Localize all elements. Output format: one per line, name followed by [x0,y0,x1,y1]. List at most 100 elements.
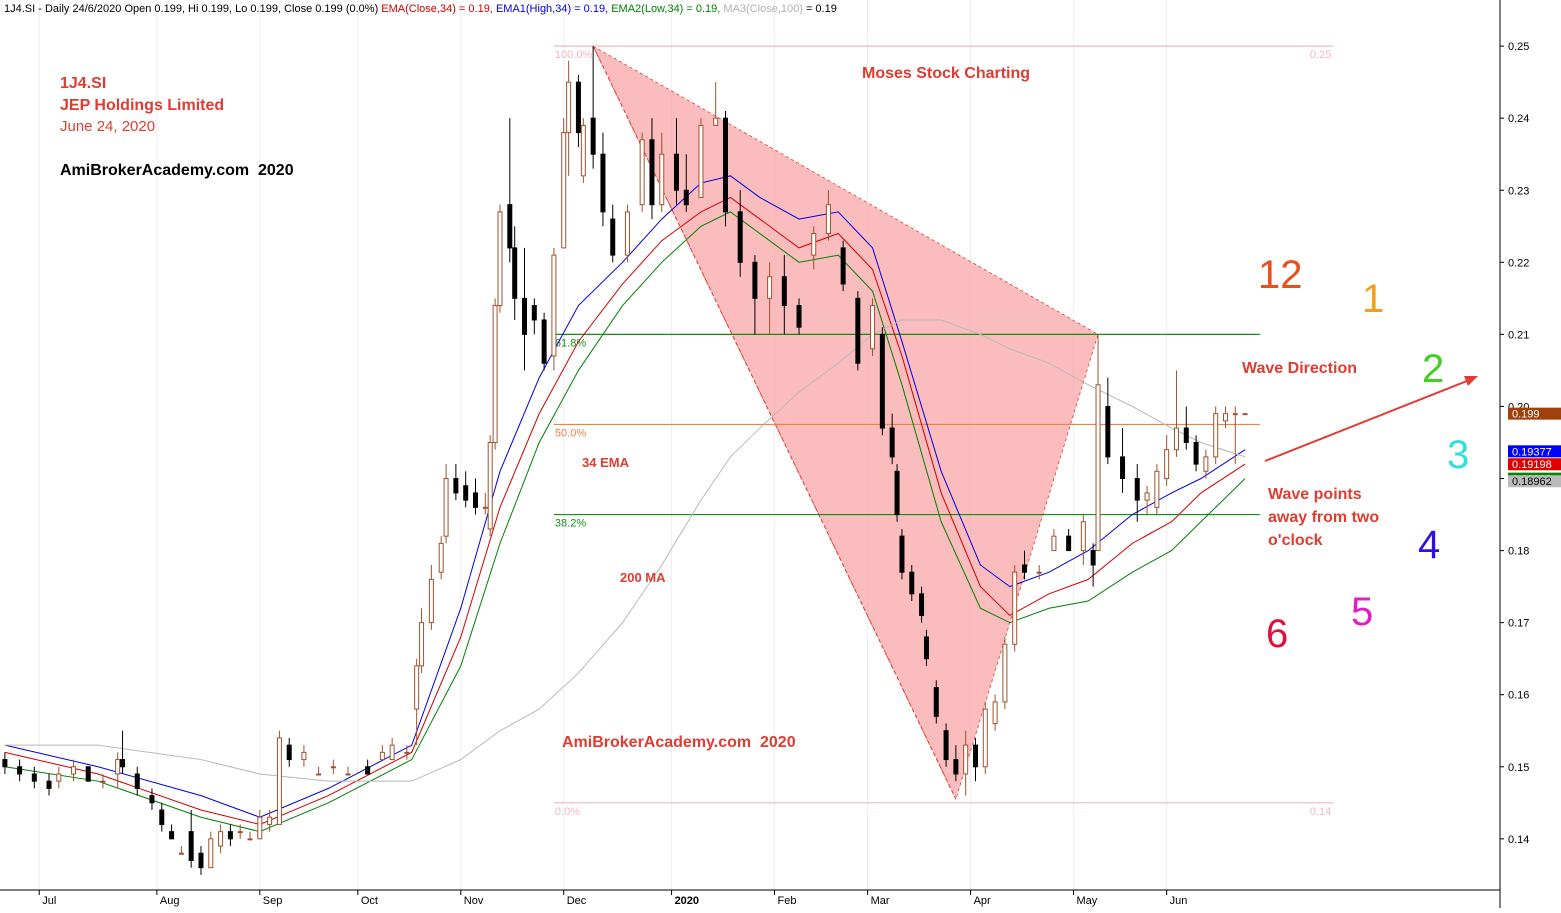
candle-body [899,535,905,573]
candle-body [208,838,214,869]
fib-label: 0.0% [555,806,580,818]
candle-body [345,773,351,776]
price-label-bg [1508,407,1561,420]
x-tick-label: Nov [464,895,484,907]
price-label: 0.18962 [1512,476,1552,488]
clock-number: 2 [1422,347,1444,391]
header-part: EMA(Close,34) = 0.19, [381,3,496,15]
candle-body [879,333,885,429]
candle-body [811,232,817,256]
candle-body [541,319,547,364]
y-tick-label: 0.21 [1508,329,1529,341]
candle-body [487,441,493,530]
candle-body [1120,456,1126,480]
price-label-bg [1508,445,1561,458]
candle-body [933,686,939,717]
candle-body [737,211,743,263]
candle-body [531,305,537,321]
indicator-line [4,319,1246,782]
candle-body [85,766,91,782]
candle-body [1080,521,1086,552]
fib-price: 0.14 [1310,806,1331,818]
candle-body [551,254,557,357]
header-part: = 0.19 [803,3,837,15]
candle-body [100,780,106,783]
candle-body [894,470,900,516]
y-tick-label: 0.24 [1508,113,1529,125]
x-tick-label: Apr [974,895,991,907]
candle-body [276,737,282,825]
x-tick-label: Mar [871,895,890,907]
candle-body [419,622,425,667]
candle-body [713,117,719,126]
candle-body [1154,470,1160,508]
candle-body [218,831,224,847]
date: June 24, 2020 [60,118,155,135]
candle-body [796,305,802,328]
y-tick-label: 0.14 [1508,834,1529,846]
price-label-bg [1508,475,1561,488]
candle-body [453,478,459,494]
candle-body [752,261,758,299]
header-part: EMA1(High,34) = 0.19, [496,3,611,15]
candle-body [497,211,503,307]
candle-body [247,838,253,841]
clock-number: 4 [1418,523,1440,567]
candle-body [781,276,787,307]
candle-body [1183,427,1189,443]
header-part: EMA2(Low,34) = 0.19, [611,3,723,15]
candle-body [840,247,846,285]
x-tick-label: Feb [778,895,797,907]
candle-body [659,153,665,206]
ema-label: 34 EMA [582,455,630,470]
x-tick-label: Aug [160,895,180,907]
candle-body [428,578,434,624]
candle-body [1012,571,1018,645]
candle-body [115,759,121,775]
candle-body [169,831,175,840]
candle-body [953,759,959,775]
plot-area: 100.0% 0.25 61.8% 50.0% 38.2% 0.0% 0.14 [2,0,1334,890]
candle-body [149,795,155,804]
candle-body [600,153,606,213]
candle-body [482,506,488,509]
ticker: 1J4.SI [60,75,106,92]
candle-body [855,297,861,364]
candle-body [1090,550,1096,566]
y-tick-label: 0.23 [1508,185,1529,197]
pattern-leg [592,45,957,800]
y-tick-label: 0.17 [1508,618,1529,630]
arrow [1264,378,1473,462]
price-label: 0.199 [1512,409,1540,421]
candle-body [943,730,949,761]
candle-body [463,485,469,501]
candle-body [472,492,478,508]
x-tick-label: Sep [263,895,283,907]
candle-body [923,636,929,660]
header: 1J4.SI - Daily 24/6/2020 Open 0.199, Hi … [4,3,837,15]
candle-body [767,276,773,299]
x-tick-label: Jun [1170,895,1188,907]
watermark: AmiBrokerAcademy.com 2020 [562,734,796,751]
candle-body [1203,456,1209,472]
candle-body [963,744,969,775]
price-label: 0.19198 [1512,459,1552,471]
candle-body [134,773,140,789]
candle-body [909,571,915,595]
candle-body [1164,449,1170,480]
candle-body [17,766,23,775]
candle-body [1134,478,1140,501]
candle-body [522,297,528,335]
candle-body [512,247,518,299]
header-part: MA3(Close,100) [723,3,802,15]
fib-price: 0.25 [1310,49,1331,61]
candle-body [1213,413,1219,458]
candle-body [178,852,184,855]
candle-body [414,665,420,710]
candle-body [982,708,988,768]
candle-body [492,305,498,443]
candle-body [257,816,263,840]
x-tick-label: 2020 [675,895,699,907]
